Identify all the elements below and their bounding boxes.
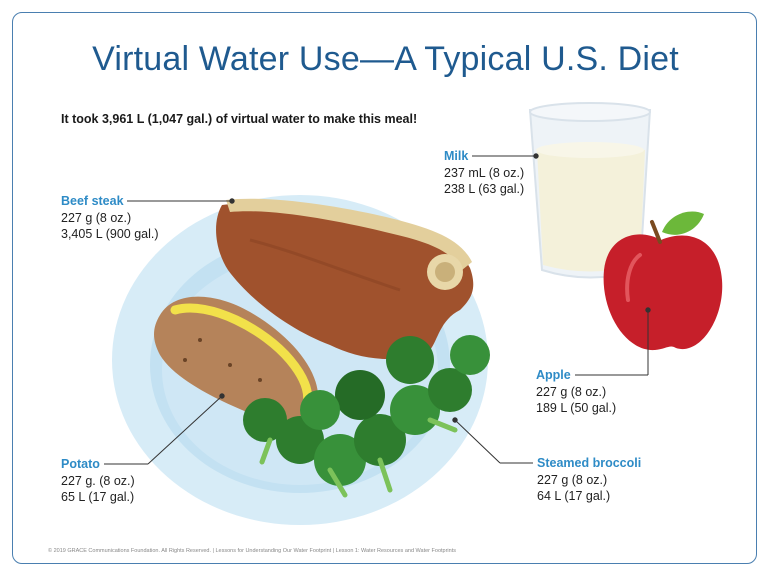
beef-amount: 227 g (8 oz.) [61, 210, 132, 225]
apple-amount: 227 g (8 oz.) [536, 384, 607, 399]
frame-border [12, 12, 757, 564]
broccoli-amount: 227 g (8 oz.) [537, 472, 608, 487]
milk-label: Milk 237 mL (8 oz.) 238 L (63 gal.) [444, 148, 524, 198]
potato [154, 296, 319, 424]
potato-name: Potato [61, 457, 100, 471]
footer-copyright: © 2019 GRACE Communications Foundation. … [48, 548, 456, 554]
leader-lines [104, 153, 651, 465]
broccoli [243, 335, 490, 498]
potato-amount: 227 g. (8 oz.) [61, 473, 135, 488]
beef-label: Beef steak 227 g (8 oz.) 3,405 L (900 ga… [61, 193, 159, 243]
potato-label: Potato 227 g. (8 oz.) 65 L (17 gal.) [61, 456, 135, 506]
apple-name: Apple [536, 368, 571, 382]
apple [603, 211, 723, 351]
potato-water: 65 L (17 gal.) [61, 490, 135, 504]
milk-water: 238 L (63 gal.) [444, 182, 525, 196]
page-title: Virtual Water Use—A Typical U.S. Diet [92, 40, 679, 78]
beef-steak [216, 198, 474, 360]
milk-amount: 237 mL (8 oz.) [444, 165, 525, 180]
broccoli-label: Steamed broccoli 227 g (8 oz.) 64 L (17 … [537, 455, 641, 505]
beef-name: Beef steak [61, 194, 124, 208]
broccoli-name: Steamed broccoli [537, 456, 642, 470]
milk-name: Milk [444, 149, 469, 163]
broccoli-water: 64 L (17 gal.) [537, 489, 611, 503]
subtitle: It took 3,961 L (1,047 gal.) of virtual … [61, 112, 418, 126]
beef-water: 3,405 L (900 gal.) [61, 227, 159, 241]
apple-label: Apple 227 g (8 oz.) 189 L (50 gal.) [536, 367, 616, 417]
milk-glass [528, 102, 652, 279]
apple-water: 189 L (50 gal.) [536, 401, 617, 415]
